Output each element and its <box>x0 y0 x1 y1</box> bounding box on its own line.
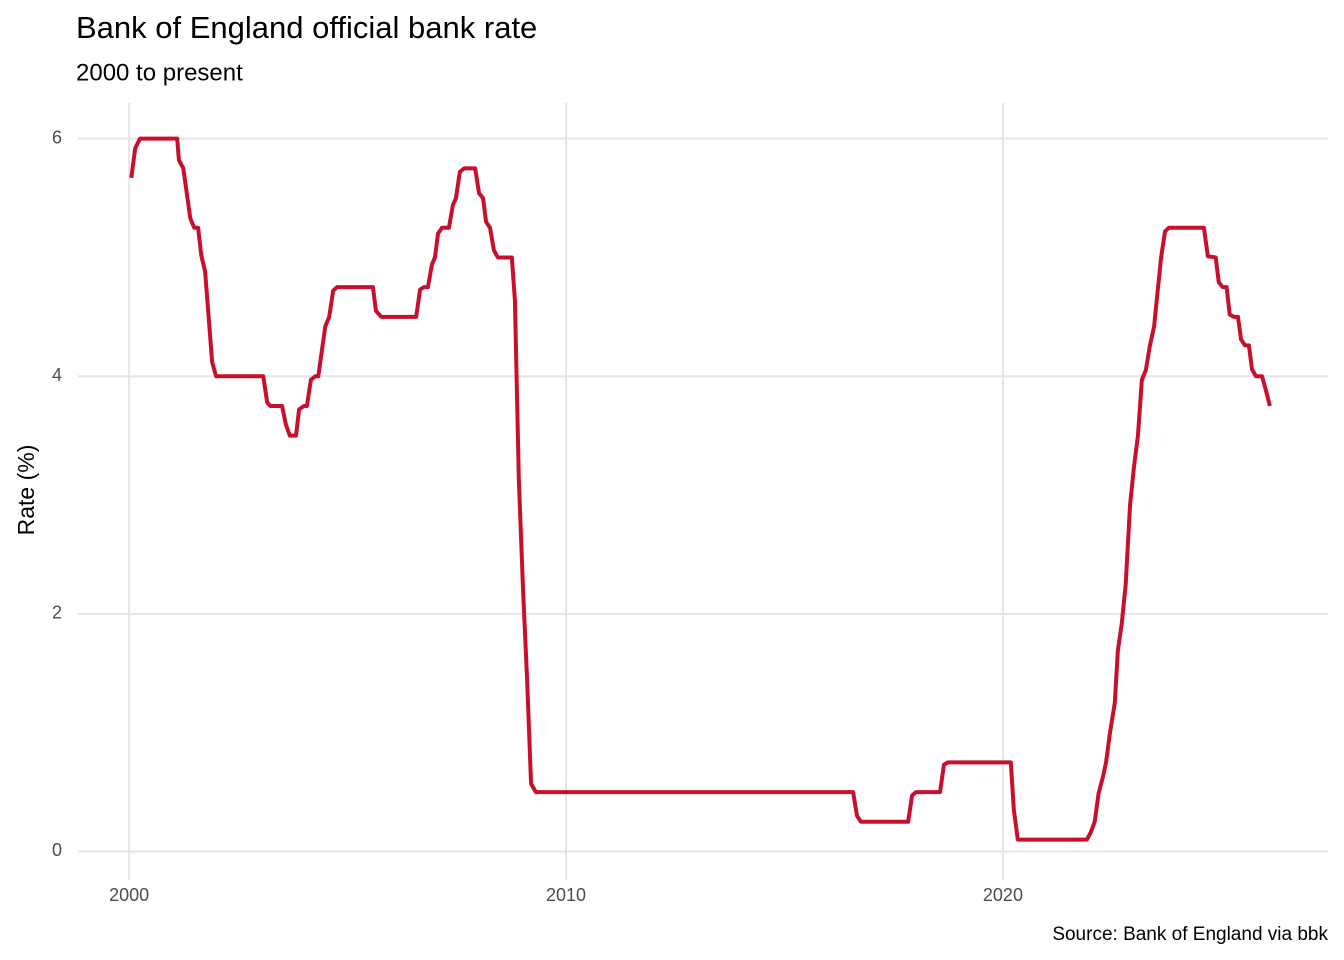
x-tick-label: 2000 <box>109 885 149 905</box>
y-tick-label: 2 <box>52 603 62 623</box>
caption: Source: Bank of England via bbk <box>1052 924 1328 945</box>
line <box>129 136 1272 842</box>
y-tick-label: 4 <box>52 365 62 385</box>
chart-title: Bank of England official bank rate <box>76 10 537 45</box>
y-tick-label: 6 <box>52 127 62 147</box>
chart-subtitle: 2000 to present <box>76 59 243 86</box>
y-axis-label: Rate (%) <box>13 445 39 536</box>
x-tick-label: 2020 <box>983 885 1023 905</box>
y-tick-label: 0 <box>52 840 62 860</box>
x-tick-label: 2010 <box>546 885 586 905</box>
